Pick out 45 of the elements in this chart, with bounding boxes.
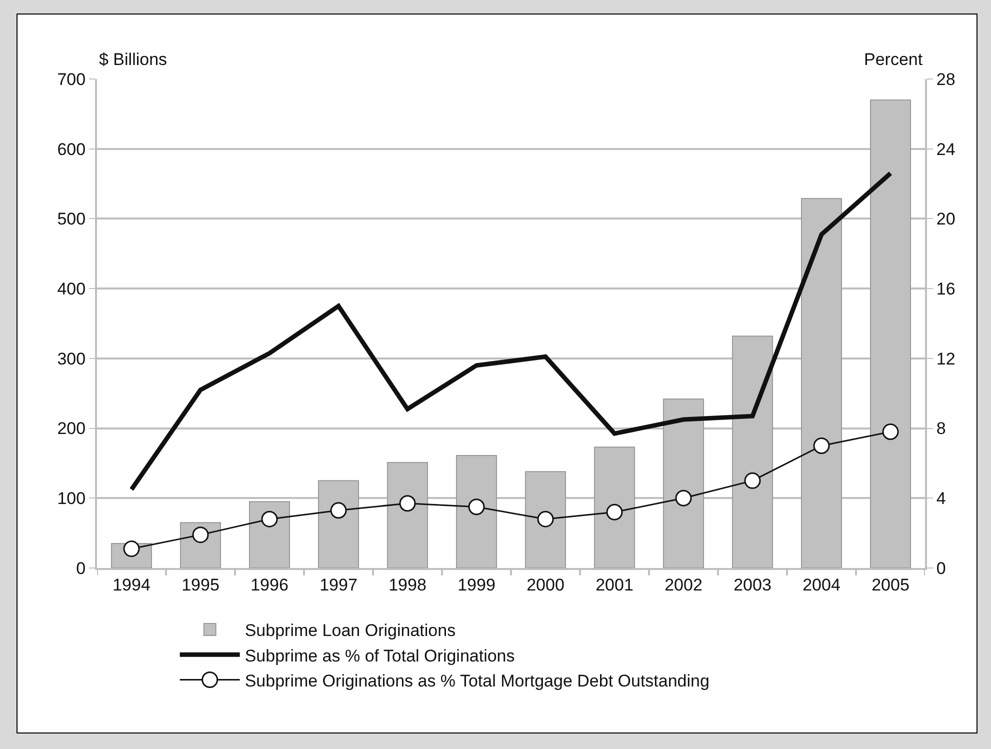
x-tick-label: 1996 <box>250 575 288 594</box>
legend-label: Subprime as % of Total Originations <box>244 646 515 666</box>
x-tick-label: 2002 <box>664 575 702 594</box>
point <box>606 504 623 520</box>
x-tick-label: 2001 <box>596 575 634 594</box>
line-series <box>129 171 893 492</box>
y-tick-label: 0 <box>76 558 86 578</box>
y2-tick-label: 20 <box>936 210 956 229</box>
point <box>537 510 554 528</box>
point <box>813 438 830 454</box>
y2-tick-label: 24 <box>936 140 956 159</box>
point <box>330 502 347 519</box>
y2-tick-label: 4 <box>936 489 946 508</box>
point <box>192 526 209 544</box>
x-tick-label: 1994 <box>112 575 150 594</box>
y2-tick-label: 16 <box>936 280 956 299</box>
y-tick-label: 200 <box>57 419 86 438</box>
point <box>744 472 761 489</box>
y-tick-label: 100 <box>57 489 86 508</box>
point <box>399 495 416 512</box>
y-tick-label: 500 <box>57 210 86 229</box>
y2-tick-label: 12 <box>936 349 956 368</box>
x-tick-label: 1998 <box>388 575 426 594</box>
x-tick-label: 1999 <box>458 575 496 594</box>
x-tick-label: 2004 <box>802 575 840 594</box>
x-tick-label: 2005 <box>872 575 910 594</box>
legend-label: Subprime Loan Originations <box>244 621 456 640</box>
y2-tick-label: 0 <box>936 558 946 578</box>
y-axis-title: $ Billions <box>99 50 168 69</box>
x-tick-label: 1995 <box>182 575 220 594</box>
legend-label: Subprime Originations as % Total Mortgage Debt Outstanding <box>244 671 710 690</box>
x-tick-label: 2000 <box>526 575 564 594</box>
point <box>882 424 899 440</box>
y-tick-label: 300 <box>57 349 86 368</box>
y2-tick-label: 8 <box>936 419 946 438</box>
point <box>261 510 278 528</box>
point <box>675 490 692 506</box>
y-tick-label: 400 <box>57 280 86 299</box>
x-tick-label: 2003 <box>734 575 772 594</box>
y-tick-label: 700 <box>57 70 86 89</box>
point <box>468 498 485 516</box>
x-tick-label: 1997 <box>320 575 358 594</box>
y-tick-label: 600 <box>57 140 86 159</box>
y2-tick-label: 28 <box>936 70 956 89</box>
y2-axis-title: Percent <box>864 50 923 69</box>
